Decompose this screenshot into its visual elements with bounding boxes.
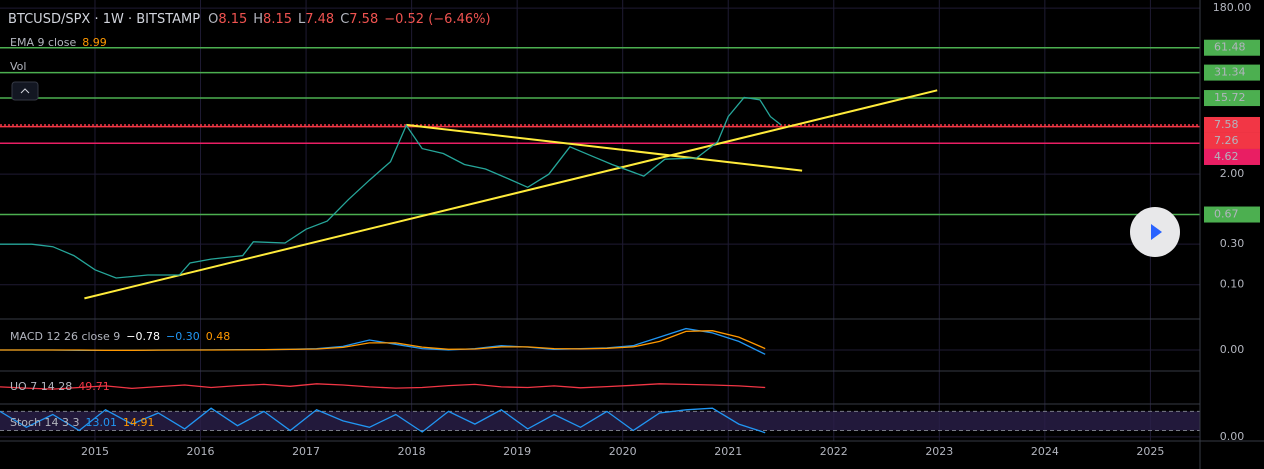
x-tick-label: 2015 bbox=[81, 445, 109, 458]
vol-legend: Vol bbox=[10, 60, 26, 73]
change: −0.52 (−6.46%) bbox=[384, 12, 490, 27]
trendline bbox=[84, 89, 938, 300]
stoch-name: Stoch 14 3 3 bbox=[10, 416, 80, 429]
x-tick-label: 2025 bbox=[1136, 445, 1164, 458]
series-line bbox=[0, 407, 766, 434]
ema-legend: EMA 9 close 8.99 bbox=[10, 36, 107, 49]
y-tick-label: 180.00 bbox=[1213, 1, 1252, 14]
x-tick-label: 2018 bbox=[398, 445, 426, 458]
price-label-bg bbox=[1204, 64, 1260, 81]
plot bbox=[0, 46, 1200, 434]
series-line bbox=[0, 383, 766, 390]
x-tick-label: 2020 bbox=[609, 445, 637, 458]
y-tick-label: 0.10 bbox=[1220, 278, 1245, 291]
price-label-bg bbox=[1204, 132, 1260, 149]
macd-value: −0.78 bbox=[126, 330, 160, 343]
price-label: 0.67 bbox=[1214, 208, 1239, 221]
ohlc-label: O bbox=[208, 12, 218, 27]
stoch-band bbox=[0, 411, 1200, 431]
uo-value: 49.71 bbox=[78, 380, 110, 393]
stoch-legend: Stoch 14 3 3 13.01 14.91 bbox=[10, 416, 155, 429]
x-tick-label: 2023 bbox=[925, 445, 953, 458]
ohlc-value: 7.48 bbox=[305, 12, 334, 27]
price-label-bg bbox=[1204, 148, 1260, 165]
macd-legend: MACD 12 26 close 9 −0.78 −0.30 0.48 bbox=[10, 330, 230, 343]
y-tick-label: 0.00 bbox=[1220, 343, 1245, 356]
price-label: 4.62 bbox=[1214, 150, 1239, 163]
ohlc-label: C bbox=[340, 12, 349, 27]
x-tick-label: 2022 bbox=[820, 445, 848, 458]
ohlc-value: 8.15 bbox=[218, 12, 247, 27]
price-label: 31.34 bbox=[1214, 66, 1246, 79]
price-label-bg bbox=[1204, 206, 1260, 223]
y-tick-label: 0.30 bbox=[1220, 237, 1245, 250]
ema-value: 8.99 bbox=[82, 36, 107, 49]
ohlc-label: H bbox=[253, 12, 263, 27]
collapse-button[interactable] bbox=[11, 81, 39, 101]
price-label: 15.72 bbox=[1214, 91, 1246, 104]
x-tick-label: 2017 bbox=[292, 445, 320, 458]
y-tick-label: 2.00 bbox=[1220, 167, 1245, 180]
ohlc-label: L bbox=[298, 12, 306, 27]
series-line bbox=[0, 96, 782, 279]
hist-value: 0.48 bbox=[206, 330, 231, 343]
ohlc: O8.15 H8.15 L7.48 C7.58 bbox=[208, 12, 378, 27]
price-label-bg bbox=[1204, 90, 1260, 107]
header: BTCUSD/SPX · 1W · BITSTAMP O8.15 H8.15 L7.4… bbox=[8, 12, 491, 27]
trendline bbox=[406, 123, 803, 172]
series-line bbox=[0, 330, 766, 351]
macd-name: MACD 12 26 close 9 bbox=[10, 330, 120, 343]
price-label: 7.58 bbox=[1214, 118, 1239, 131]
d-value: 14.91 bbox=[123, 416, 155, 429]
uo-legend: UO 7 14 28 49.71 bbox=[10, 380, 110, 393]
price-label-bg bbox=[1204, 39, 1260, 56]
price-label: 7.26 bbox=[1214, 134, 1239, 147]
x-tick-label: 2024 bbox=[1031, 445, 1059, 458]
y-tick-label: 0.00 bbox=[1220, 430, 1245, 443]
play-icon bbox=[1151, 224, 1162, 240]
collapse-icon bbox=[20, 88, 30, 94]
k-value: 13.01 bbox=[86, 416, 118, 429]
labels: 2015 2016 2017 2018 2019 2020 2021 2022 2023 2024… bbox=[81, 1, 1260, 458]
x-tick-label: 2016 bbox=[187, 445, 215, 458]
ohlc-value: 7.58 bbox=[349, 12, 378, 27]
price-label: 61.48 bbox=[1214, 41, 1246, 54]
x-tick-label: 2021 bbox=[714, 445, 742, 458]
signal-value: −0.30 bbox=[166, 330, 200, 343]
price-label-bg bbox=[1204, 116, 1260, 133]
ohlc-value: 8.15 bbox=[263, 12, 292, 27]
ema-name: EMA 9 close bbox=[10, 36, 77, 49]
x-tick-label: 2019 bbox=[503, 445, 531, 458]
uo-name: UO 7 14 28 bbox=[10, 380, 72, 393]
symbol: BTCUSD/SPX · 1W · BITSTAMP bbox=[8, 12, 200, 27]
